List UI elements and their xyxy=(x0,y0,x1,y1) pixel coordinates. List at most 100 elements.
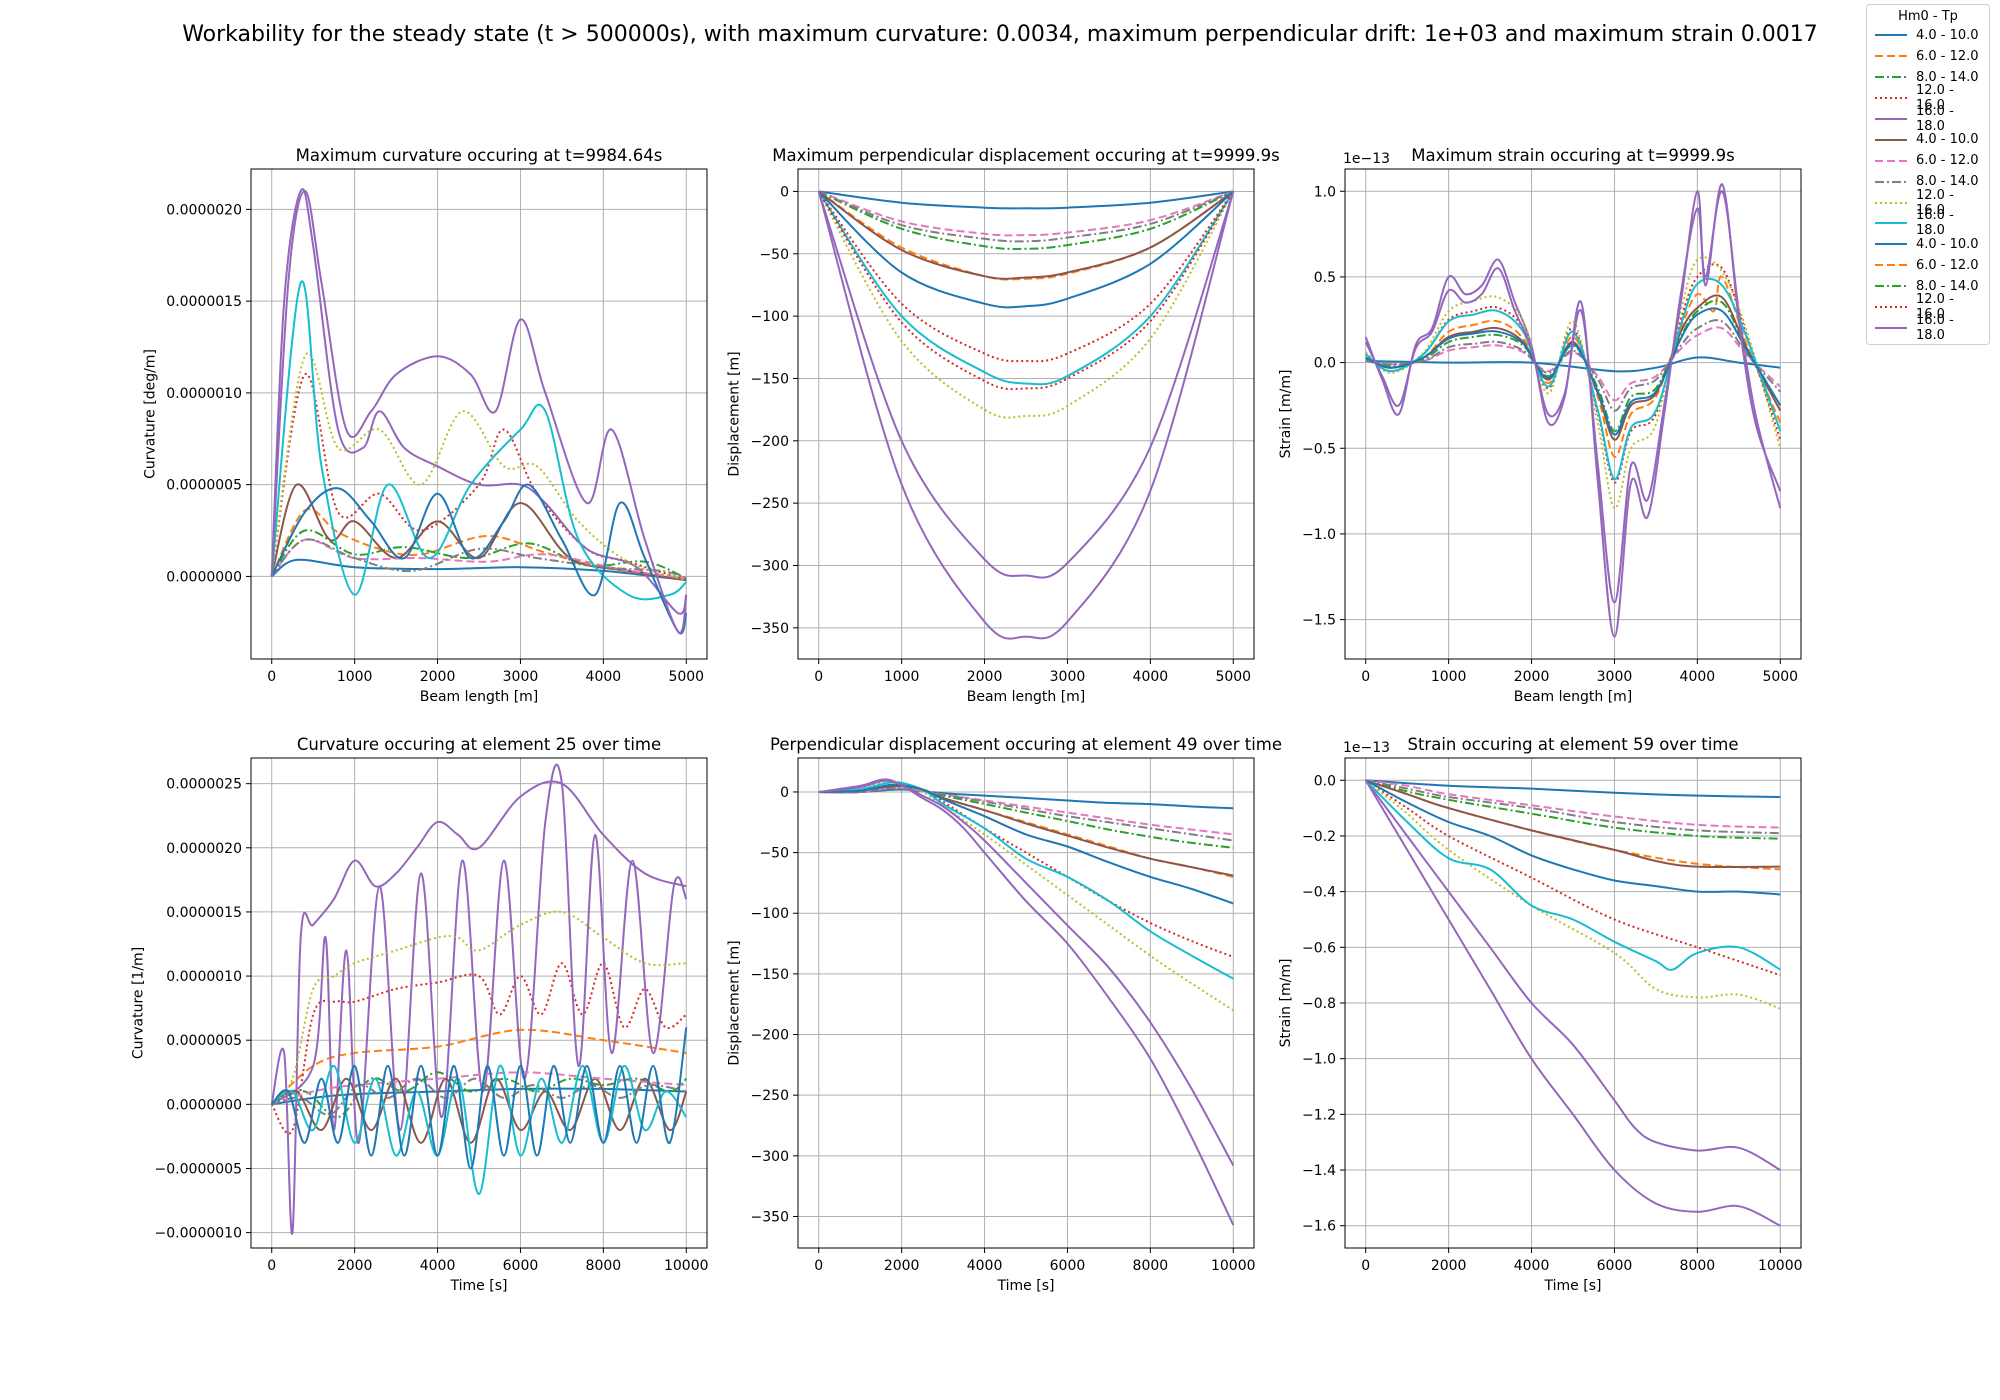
legend-label: 16.0 - 18.0 xyxy=(1916,208,1954,239)
y-tick-label: −1.2 xyxy=(1302,1107,1336,1123)
legend-entry: 6.0 - 12.0 xyxy=(1873,150,1983,171)
y-tick-label: −350 xyxy=(751,621,789,637)
legend-entry: 4.0 - 10.0 xyxy=(1873,25,1983,46)
chart-title: Maximum strain occuring at t=9999.9s xyxy=(1411,146,1734,165)
y-tick-label: 0 xyxy=(780,785,789,801)
y-tick-label: −100 xyxy=(751,309,789,325)
x-tick-label: 0 xyxy=(1361,669,1370,685)
series-line xyxy=(817,190,1235,419)
series-line xyxy=(270,280,687,601)
y-tick-label: 0.0000000 xyxy=(166,569,242,585)
chart-panel: 0 2000 4000 6000 8000 10000 0.0 −0.2 −0.4 −0.6 −0.… xyxy=(1278,735,1803,1294)
legend-swatch xyxy=(1875,201,1907,204)
y-axis-label: Curvature [1/m] xyxy=(131,947,147,1059)
legend-swatch xyxy=(1875,159,1907,162)
series-line xyxy=(818,787,1234,842)
series-line xyxy=(818,779,1234,1012)
y-tick-label: 0 xyxy=(780,184,789,200)
series-line xyxy=(817,190,1235,391)
legend: Hm0 - Tp 4.0 - 10.0 6.0 - 12.0 8.0 - 14.0 1… xyxy=(1866,4,1990,346)
series-line xyxy=(818,190,1234,280)
y-tick-label: −1.5 xyxy=(1302,613,1336,629)
series-line xyxy=(818,779,1235,1166)
legend-swatch xyxy=(1875,34,1907,37)
series-line xyxy=(270,1027,688,1170)
x-tick-label: 4000 xyxy=(420,1258,456,1274)
chart-panel: 0 1000 2000 3000 4000 5000 0.0000000 0.0000005 0… xyxy=(142,146,708,705)
legend-label: 8.0 - 14.0 xyxy=(1916,174,1979,190)
y-axis-label: Displacement [m] xyxy=(727,940,743,1065)
legend-title: Hm0 - Tp xyxy=(1898,9,1958,24)
legend-swatch xyxy=(1875,285,1907,288)
legend-swatch xyxy=(1875,76,1907,79)
y-tick-label: 0.0000020 xyxy=(166,202,242,218)
series-line xyxy=(1365,307,1782,436)
series-line xyxy=(1365,779,1781,829)
series-line xyxy=(1364,779,1781,971)
series-line xyxy=(1365,779,1781,1010)
y-tick-label: −0.2 xyxy=(1302,829,1336,845)
legend-label: 4.0 - 10.0 xyxy=(1916,132,1979,148)
series-line xyxy=(270,190,688,634)
legend-entry: 12.0 - 16.0 xyxy=(1873,188,1983,218)
y-tick-label: −200 xyxy=(751,1028,789,1044)
series-line xyxy=(270,373,687,582)
x-tick-label: 8000 xyxy=(1680,1258,1716,1274)
x-tick-label: 4000 xyxy=(1514,1258,1550,1274)
y-tick-label: 0.0000025 xyxy=(166,777,242,793)
x-tick-label: 10000 xyxy=(1211,1258,1256,1274)
x-tick-label: 6000 xyxy=(1597,1258,1633,1274)
legend-label: 6.0 - 12.0 xyxy=(1916,257,1979,273)
y-tick-label: −0.5 xyxy=(1302,441,1336,457)
legend-label: 16.0 - 18.0 xyxy=(1916,104,1954,135)
legend-label: 12.0 - 16.0 xyxy=(1916,83,1954,114)
y-tick-label: −50 xyxy=(759,247,789,263)
y-tick-label: 0.0000005 xyxy=(166,478,242,494)
legend-label: 6.0 - 12.0 xyxy=(1916,153,1979,169)
y-tick-label: −0.0000005 xyxy=(155,1161,242,1177)
x-tick-label: 4000 xyxy=(1133,669,1169,685)
series-line xyxy=(818,783,1234,905)
x-tick-label: 0 xyxy=(814,1258,823,1274)
x-tick-label: 2000 xyxy=(1514,669,1550,685)
series-line xyxy=(1365,263,1782,484)
y-tick-label: 0.0000015 xyxy=(166,905,242,921)
series-line xyxy=(271,763,688,1144)
series-line xyxy=(1364,779,1781,1171)
x-tick-label: 1000 xyxy=(1431,669,1467,685)
series-line xyxy=(270,538,687,580)
x-tick-label: 0 xyxy=(267,669,276,685)
series-line xyxy=(270,780,687,1235)
series-line xyxy=(1364,183,1782,604)
legend-label: 4.0 - 10.0 xyxy=(1916,236,1979,252)
series-line xyxy=(818,190,1234,237)
chart-title: Perpendicular displacement occuring at e… xyxy=(770,735,1282,754)
figure-suptitle: Workability for the steady state (t > 50… xyxy=(182,22,1818,47)
x-tick-label: 2000 xyxy=(884,1258,920,1274)
x-tick-label: 0 xyxy=(1361,1258,1370,1274)
legend-label: 8.0 - 14.0 xyxy=(1916,278,1979,294)
y-tick-label: 0.0 xyxy=(1314,773,1336,789)
series-line xyxy=(270,483,687,582)
x-tick-label: 3000 xyxy=(503,669,539,685)
legend-entry: 8.0 - 14.0 xyxy=(1873,67,1983,88)
y-axis-label: Strain [m/m] xyxy=(1278,959,1294,1048)
y-tick-label: 0.0000015 xyxy=(166,294,242,310)
series-line xyxy=(1365,779,1781,896)
y-tick-label: −50 xyxy=(759,846,789,862)
series-line xyxy=(1365,779,1781,977)
x-tick-label: 4000 xyxy=(967,1258,1003,1274)
legend-entry: 6.0 - 12.0 xyxy=(1873,46,1983,67)
series-line xyxy=(818,784,1234,877)
chart-panel: 0 1000 2000 3000 4000 5000 1.0 0.5 0.0 −0.5 −1.0 −1… xyxy=(1278,146,1802,705)
x-tick-label: 8000 xyxy=(586,1258,622,1274)
x-tick-label: 2000 xyxy=(420,669,456,685)
series-line xyxy=(817,191,1235,579)
legend-swatch xyxy=(1875,97,1907,100)
y-tick-label: −100 xyxy=(751,906,789,922)
y-tick-label: −0.4 xyxy=(1302,885,1336,901)
x-tick-label: 6000 xyxy=(1050,1258,1086,1274)
y-axis-label: Curvature [deg/m] xyxy=(142,349,158,479)
series-line xyxy=(270,962,687,1135)
